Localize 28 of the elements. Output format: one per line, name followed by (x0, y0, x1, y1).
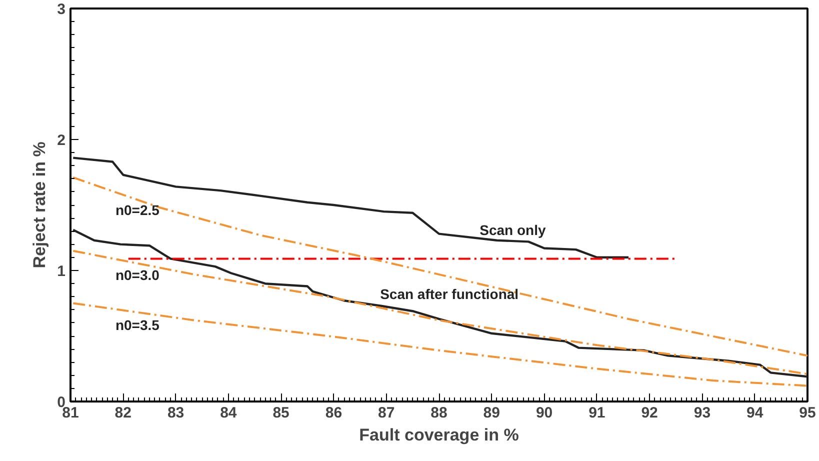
x-tick-label: 82 (114, 404, 132, 422)
x-tick-label: 93 (694, 404, 711, 422)
x-tick-label: 92 (641, 404, 658, 422)
y-tick-label: 1 (57, 263, 66, 280)
x-axis-title: Fault coverage in % (359, 426, 519, 444)
x-tick-label: 95 (799, 404, 816, 422)
x-tick-label: 83 (167, 404, 184, 422)
x-tick-label: 88 (430, 404, 448, 422)
series-label: n0=3.0 (115, 267, 160, 284)
x-tick-label: 94 (746, 404, 764, 422)
y-tick-label: 2 (57, 132, 66, 149)
x-tick-label: 85 (272, 404, 290, 422)
y-axis-title: Reject rate in % (30, 142, 50, 268)
series-label: Scan only (480, 222, 546, 238)
x-tick-label: 87 (378, 404, 395, 422)
series-label: n0=3.5 (115, 317, 160, 334)
x-tick-label: 89 (483, 404, 500, 422)
x-tick-label: 91 (588, 404, 606, 422)
x-tick-label: 90 (536, 404, 553, 422)
x-tick-label: 86 (325, 404, 342, 422)
line-series (72, 156, 630, 258)
x-tick-label: 84 (220, 404, 238, 422)
y-tick-label: 3 (57, 1, 66, 18)
series-label: n0=2.5 (115, 202, 160, 218)
line-series (72, 176, 808, 357)
line-series (72, 250, 808, 375)
line-series (72, 302, 808, 387)
series-label: Scan after functional (380, 286, 519, 302)
